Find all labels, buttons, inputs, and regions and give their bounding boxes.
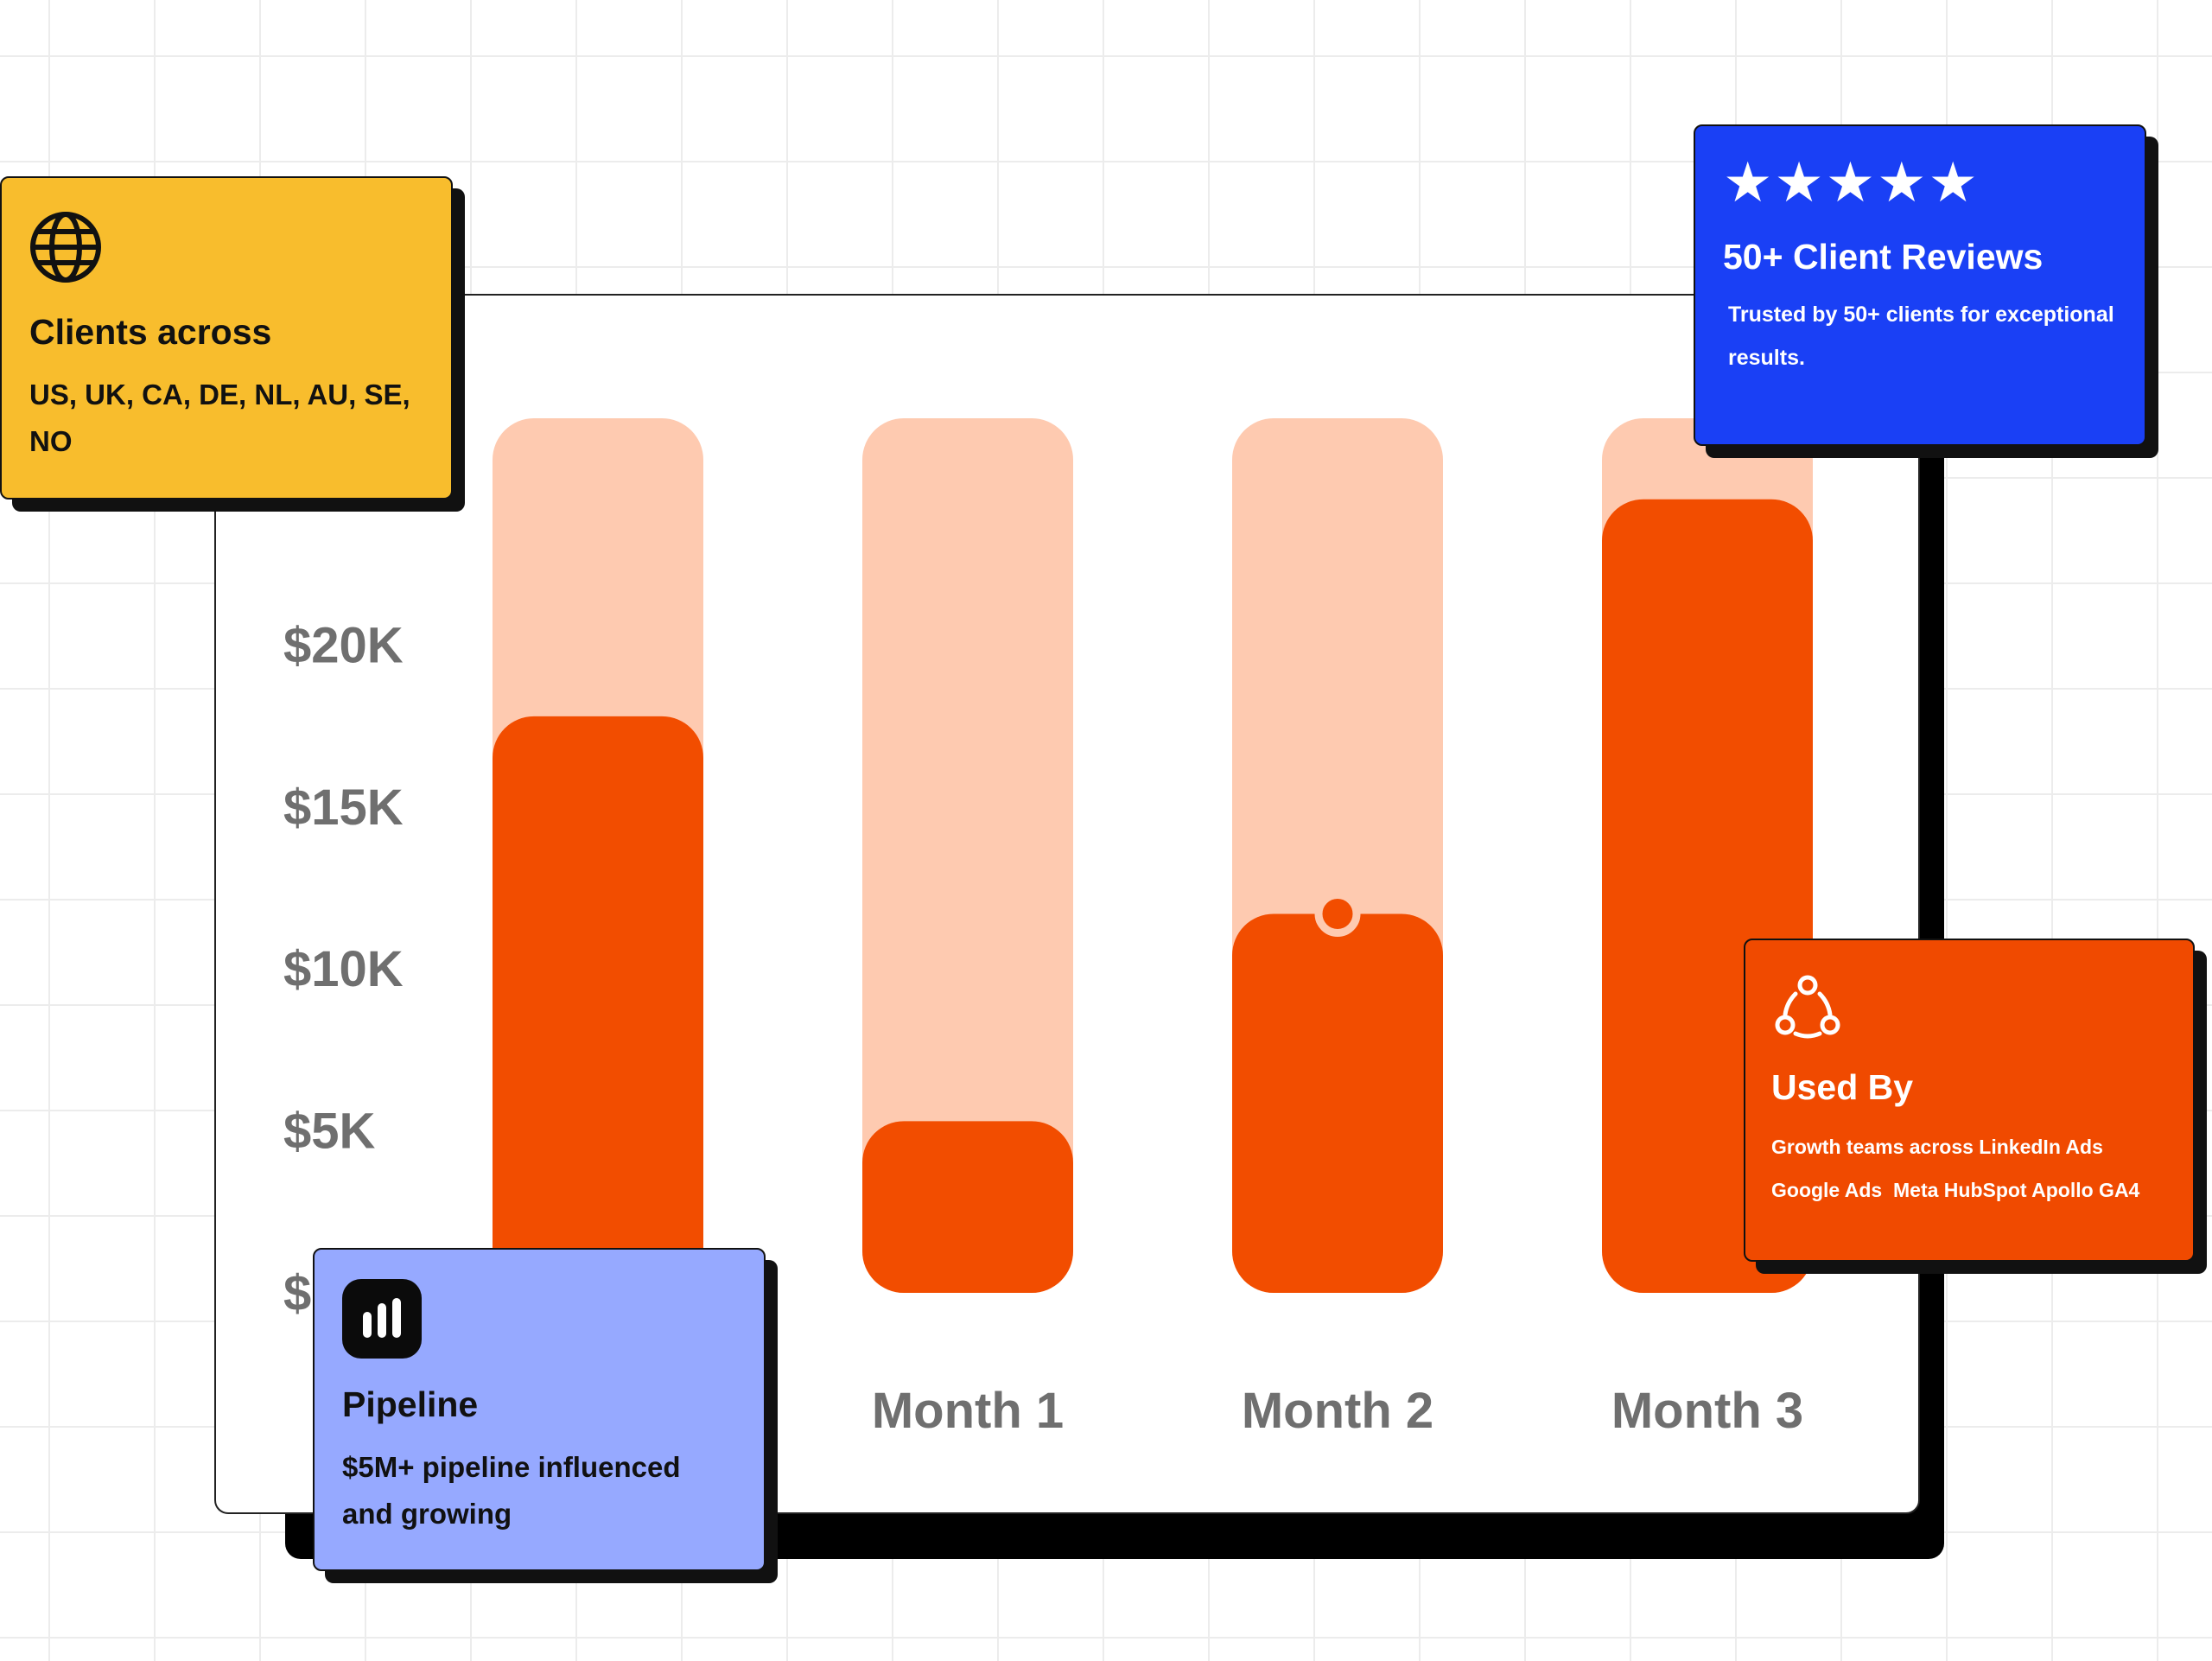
reviews-card: ★★★★★ 50+ Client Reviews Trusted by 50+ … <box>1694 124 2146 446</box>
reviews-title: 50+ Client Reviews <box>1723 237 2044 277</box>
x-tick-label: Month 2 <box>1242 1383 1433 1439</box>
pipeline-text: $5M+ pipeline influenced and growing <box>342 1451 681 1530</box>
y-tick-label: $20K <box>283 617 404 673</box>
used-by-line-2: Google Ads Meta HubSpot Apollo GA4 <box>1771 1179 2140 1201</box>
bar-chart-icon <box>342 1279 422 1359</box>
clients-countries: US, UK, CA, DE, NL, AU, SE, NO <box>29 379 410 457</box>
clients-card: Clients across US, UK, CA, DE, NL, AU, S… <box>0 176 453 500</box>
bar-track <box>862 418 1073 1293</box>
used-by-title: Used By <box>1771 1067 1914 1107</box>
bar-marker-dot <box>1314 890 1361 937</box>
bar <box>493 716 703 1293</box>
bar <box>1232 913 1443 1293</box>
reviews-text: Trusted by 50+ clients for exceptional r… <box>1728 302 2114 370</box>
x-tick-label: Month 1 <box>872 1383 1064 1439</box>
y-tick-label: $ <box>283 1265 311 1321</box>
globe-icon <box>30 212 101 283</box>
star-rating-icon: ★★★★★ <box>1723 151 1980 215</box>
used-by-line-1: Growth teams across LinkedIn Ads <box>1771 1136 2103 1158</box>
bar <box>862 1121 1073 1293</box>
pipeline-card: Pipeline $5M+ pipeline influenced and gr… <box>313 1248 766 1571</box>
y-tick-label: $15K <box>283 780 404 836</box>
y-tick-label: $5K <box>283 1104 376 1160</box>
y-tick-label: $10K <box>283 941 404 997</box>
pipeline-title: Pipeline <box>342 1384 479 1424</box>
used-by-card: Used By Growth teams across LinkedIn Ads… <box>1744 939 2195 1262</box>
clients-title: Clients across <box>29 312 272 352</box>
used-by-text: Growth teams across LinkedIn Ads Google … <box>1771 1125 2167 1212</box>
team-icon <box>1775 975 1840 1039</box>
x-tick-label: Month 3 <box>1611 1383 1803 1439</box>
